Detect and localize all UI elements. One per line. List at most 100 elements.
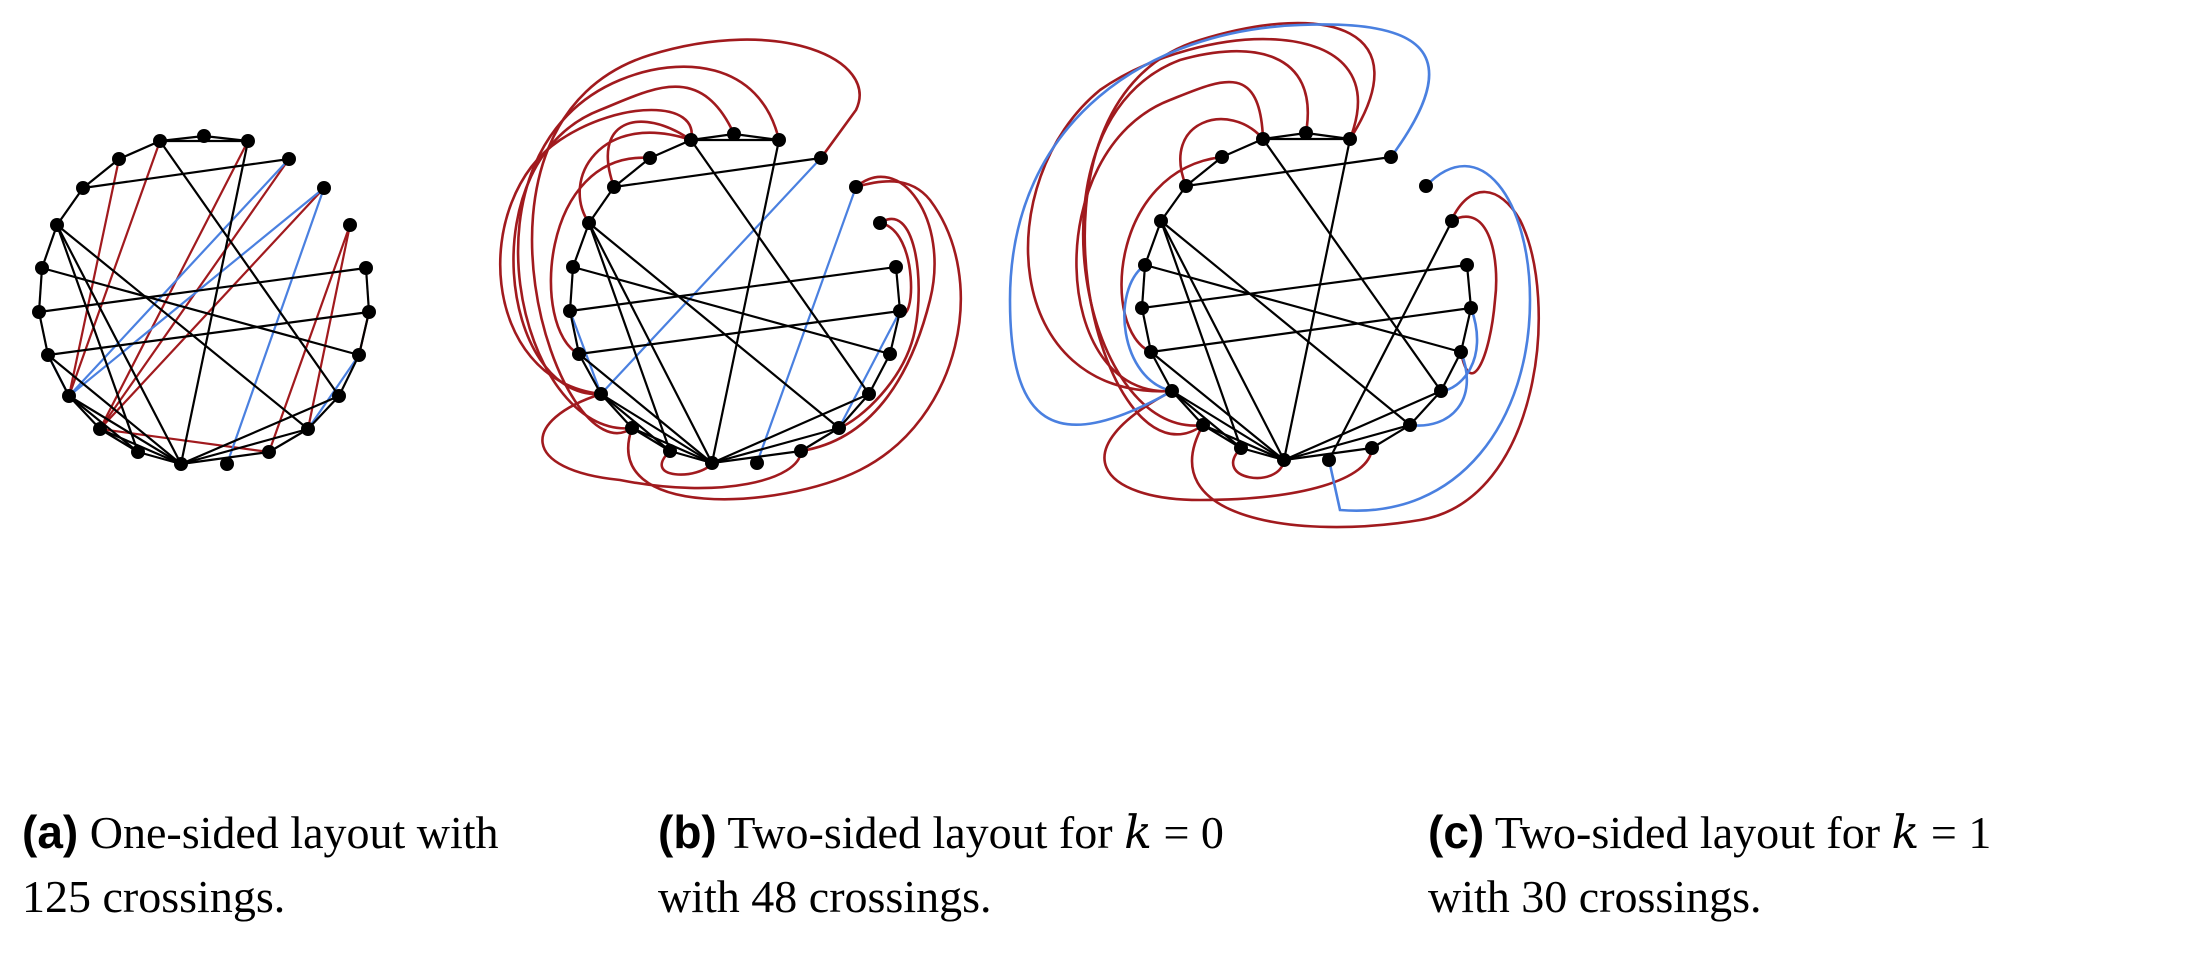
panel-b-red-arc-9 (660, 450, 714, 476)
panel-b-black-edge-12 (571, 222, 591, 268)
panel-b-vertex-8 (873, 216, 887, 230)
panel-a-vertex-2 (262, 445, 276, 459)
panel-c-black-edge-22 (1141, 263, 1468, 310)
panel-b-vertex-18 (563, 304, 577, 318)
panel-c-black-edge-5 (1282, 138, 1352, 461)
panel-b-black-edge-13 (588, 186, 615, 224)
panel-a-black-edge-13 (56, 187, 84, 226)
panel-c-vertex-7 (1460, 258, 1474, 272)
caption-c-tag: (c) (1428, 806, 1485, 858)
panel-c-black-edge-32 (1140, 307, 1153, 353)
panel-b-vertex-14 (643, 151, 657, 165)
panel-b-black-edge-28 (838, 393, 870, 429)
panel-c-vertex-14 (1215, 150, 1229, 164)
panel-a-vertex-22 (131, 445, 145, 459)
caption-c-line1: Two-sided layout for (1494, 807, 1892, 858)
panel-c-black-edge-11 (1140, 264, 1147, 309)
panel-c-red-arc-5 (1450, 215, 1498, 375)
panel-a-black-edge-11 (37, 267, 44, 313)
panel-a-graph (32, 129, 376, 471)
panel-c-black-edge-7 (1283, 423, 1411, 462)
panel-a-black-edge-24 (82, 157, 290, 190)
panel-c-red-arc-3 (1120, 155, 1223, 354)
panel-c-vertex-15 (1179, 179, 1193, 193)
panel-b-black-edge-7 (711, 426, 840, 465)
panel-c-vertex-2 (1365, 441, 1379, 455)
panel-c-red-arc-4 (1179, 117, 1264, 187)
panel-b-red-arc-7 (838, 217, 920, 430)
panel-c-vertex-21 (1196, 418, 1210, 432)
panel-b-black-edge-20 (588, 222, 840, 429)
panel-b-vertex-1 (750, 456, 764, 470)
panel-c-vertex-17 (1138, 258, 1152, 272)
panel-b-black-edge-31 (578, 353, 602, 395)
panel-b-red-arc-10 (627, 180, 962, 501)
panel-b-vertex-2 (794, 444, 808, 458)
panel-c-red-arc-6 (1231, 447, 1286, 480)
panel-c-black-edge-2 (1171, 390, 1285, 461)
panel-a-black-edge-12 (40, 224, 59, 269)
panel-a-red-edge-8 (306, 224, 352, 430)
panel-a-black-edge-5 (179, 140, 250, 465)
caption-a-line1: One-sided layout with (89, 807, 499, 858)
panel-c-black-edge-3 (1150, 351, 1285, 461)
caption-a-line2: 125 crossings. (22, 871, 286, 922)
panel-b-vertex-21 (625, 421, 639, 435)
panel-c-red-arc-9 (1026, 37, 1360, 393)
panel-b-red-arc-2 (530, 38, 861, 435)
panel-c-black-edge-31 (1150, 351, 1173, 392)
panel-b-black-edge-32 (568, 310, 581, 355)
panel-b-vertex-6 (893, 304, 907, 318)
panel-b-vertex-11 (772, 133, 786, 147)
panel-c-graph (1008, 21, 1540, 529)
panel-a-vertex-12 (197, 129, 211, 143)
panel-c-vertex-3 (1403, 418, 1417, 432)
panel-c-black-edge-24 (1185, 155, 1392, 188)
caption-b-tag: (b) (658, 806, 717, 858)
panel-a-black-edge-14 (82, 158, 120, 189)
panel-b-black-edge-33 (587, 222, 672, 452)
caption-b-equals: = 0 (1151, 807, 1224, 858)
panel-c-black-edge-4 (1160, 220, 1285, 461)
panel-a-vertex-0 (174, 457, 188, 471)
panel-b-vertex-10 (814, 151, 828, 165)
panel-a-red-edge-5 (267, 224, 352, 453)
panel-c-vertex-13 (1256, 132, 1270, 146)
panel-b-vertex-5 (883, 347, 897, 361)
panel-c-red-arc-1 (1081, 49, 1309, 427)
panel-c-black-edge-19 (1262, 138, 1442, 392)
panel-a-vertex-11 (241, 134, 255, 148)
panel-a-black-edge-3 (47, 354, 182, 465)
panel-c-red-arc-7 (1190, 190, 1540, 529)
panel-b-black-edge-19 (690, 139, 870, 395)
panel-c-vertex-18 (1135, 301, 1149, 315)
panel-c-vertex-9 (1419, 179, 1433, 193)
panel-a-red-edge-1 (99, 140, 249, 430)
panel-c-vertex-11 (1343, 132, 1357, 146)
panel-b-black-edge-5 (710, 139, 781, 464)
panel-a-black-edge-32 (37, 311, 50, 356)
panel-b-red-arc-11 (541, 392, 803, 490)
panel-a-vertex-8 (343, 218, 357, 232)
panel-a-vertex-14 (112, 152, 126, 166)
panel-a-red-edge-7 (99, 187, 325, 430)
caption-a: (a) One-sided layout with 125 crossings. (22, 800, 642, 929)
panel-a-black-edge-20 (56, 224, 309, 430)
caption-c: (c) Two-sided layout for k = 1 with 30 c… (1428, 800, 2148, 929)
panel-c-vertex-6 (1464, 301, 1478, 315)
caption-c-line2: with 30 crossings. (1428, 871, 1762, 922)
panel-c-vertex-0 (1277, 453, 1291, 467)
panel-c-black-edge-14 (1185, 156, 1223, 187)
panel-b-red-arc-4 (606, 120, 692, 188)
panel-c-black-edge-25 (1465, 264, 1473, 309)
panel-c-vertex-19 (1144, 345, 1158, 359)
panel-a-black-edge-29 (268, 428, 309, 453)
panel-c-vertex-10 (1384, 150, 1398, 164)
panel-a-vertex-9 (317, 181, 331, 195)
panel-a-red-edge-4 (67, 158, 121, 397)
panel-a-vertex-20 (62, 389, 76, 403)
panel-b-black-edge-24 (613, 156, 822, 189)
panel-c-black-edge-21 (1144, 263, 1462, 354)
panel-a-vertex-6 (362, 305, 376, 319)
panel-a-black-edge-22 (38, 266, 367, 314)
